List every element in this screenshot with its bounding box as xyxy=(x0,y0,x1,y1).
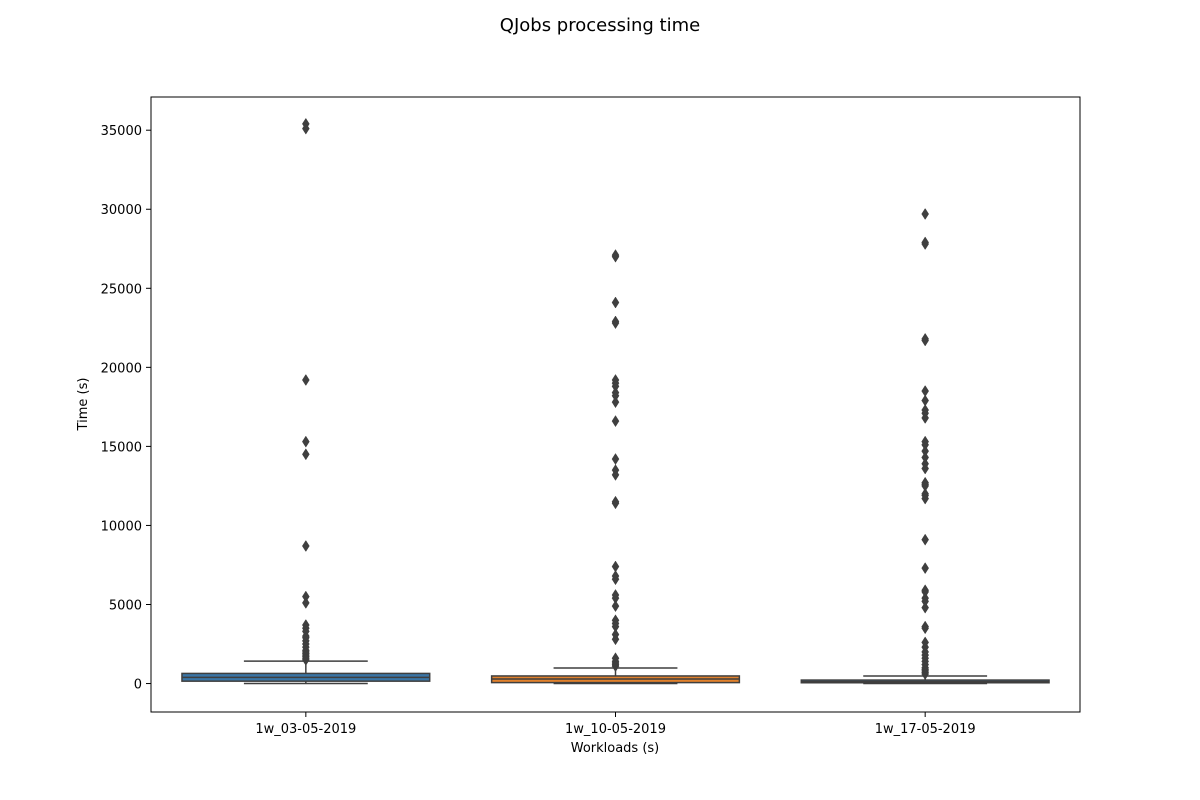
outlier-point xyxy=(302,374,310,386)
outlier-point xyxy=(611,250,620,263)
outlier-point xyxy=(921,492,929,505)
outlier-point xyxy=(302,448,310,461)
outlier-point xyxy=(921,208,929,220)
y-tick-label: 35000 xyxy=(101,124,142,139)
outlier-point xyxy=(611,633,620,646)
outlier-point xyxy=(921,334,929,347)
plot-area xyxy=(181,117,1050,685)
outlier-point xyxy=(302,435,310,448)
box-group xyxy=(490,249,741,685)
outlier-point xyxy=(611,317,620,330)
y-tick-label: 10000 xyxy=(101,519,142,534)
x-tick-label: 1w_03-05-2019 xyxy=(255,722,356,737)
y-tick-label: 20000 xyxy=(101,361,142,376)
outlier-point xyxy=(611,453,620,466)
outlier-point xyxy=(921,601,929,614)
y-tick-label: 5000 xyxy=(109,598,142,613)
y-tick-label: 30000 xyxy=(101,203,142,218)
outlier-point xyxy=(611,296,620,309)
y-tick-label: 25000 xyxy=(101,282,142,297)
outlier-point xyxy=(611,573,620,586)
outlier-point xyxy=(302,653,310,666)
y-axis-label: Time (s) xyxy=(76,378,91,432)
x-tick-label: 1w_10-05-2019 xyxy=(565,722,666,737)
outlier-point xyxy=(302,596,310,609)
y-tick-label: 0 xyxy=(134,678,142,693)
box-group xyxy=(800,208,1050,685)
outlier-point xyxy=(302,122,310,135)
outlier-point xyxy=(611,600,620,613)
y-tick-label: 15000 xyxy=(101,440,142,455)
outlier-point xyxy=(611,497,620,510)
outlier-point xyxy=(611,396,620,409)
outlier-point xyxy=(302,540,310,552)
outlier-point xyxy=(921,562,929,575)
outlier-point xyxy=(921,462,929,475)
outlier-point xyxy=(611,468,620,481)
outlier-point xyxy=(611,415,620,428)
box-group xyxy=(181,117,431,685)
outlier-point xyxy=(921,533,929,546)
chart-title: QJobs processing time xyxy=(500,15,700,36)
outlier-point xyxy=(921,668,929,681)
outlier-point xyxy=(921,238,929,250)
x-tick-label: 1w_17-05-2019 xyxy=(875,722,976,737)
outlier-point xyxy=(611,660,620,673)
outlier-point xyxy=(921,411,929,424)
x-axis-label: Workloads (s) xyxy=(571,741,660,756)
y-axis: 0 5000 10000 15000 20000 25000 30000 35000 xyxy=(101,124,151,693)
outlier-point xyxy=(921,622,929,635)
x-axis: 1w_03-05-2019 1w_10-05-2019 1w_17-05-2019 xyxy=(255,712,976,737)
